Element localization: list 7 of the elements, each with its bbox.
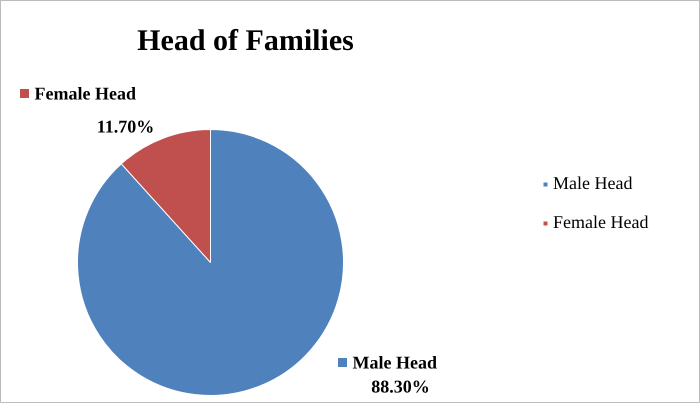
legend-label: Male Head: [352, 352, 437, 372]
legend-label: Female Head: [34, 84, 136, 104]
data-label: 88.30%: [371, 376, 430, 396]
chart-title: Head of Families: [137, 24, 354, 57]
category-label: Female Head: [553, 212, 648, 232]
category-label: Male Head: [553, 173, 632, 193]
data-label: 11.70%: [96, 116, 154, 136]
